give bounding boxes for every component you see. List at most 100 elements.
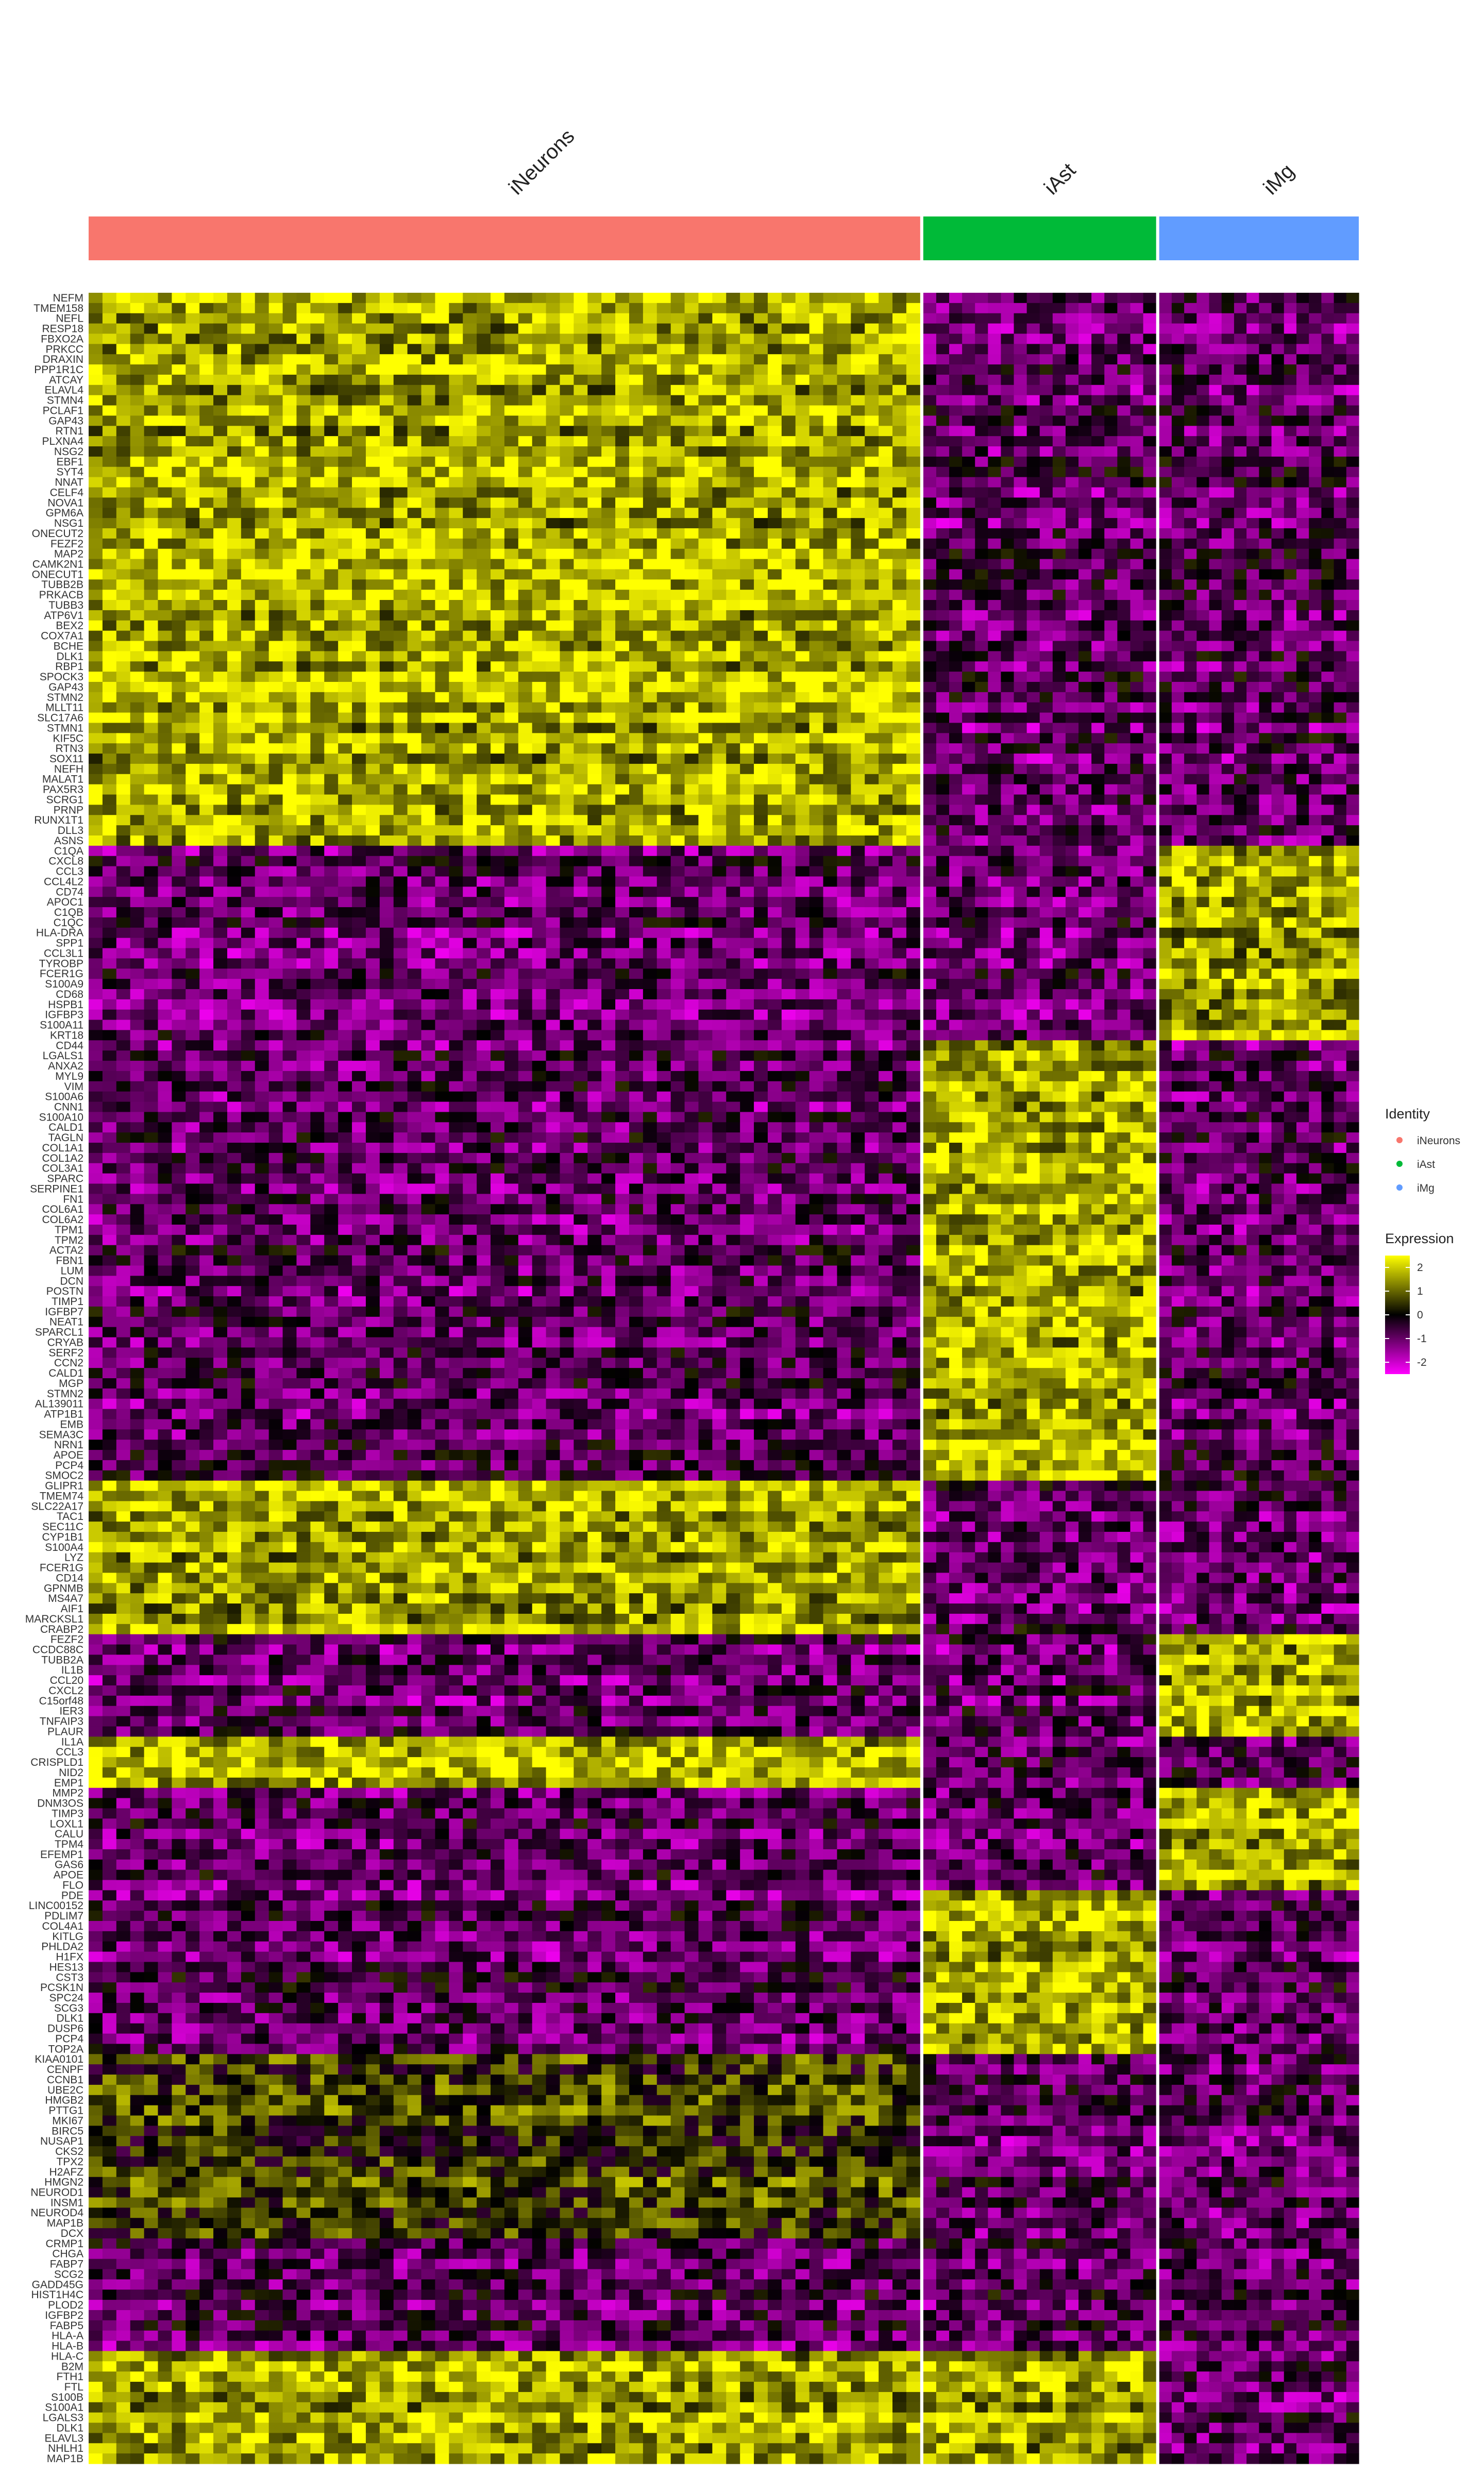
- heat-cell: [698, 712, 713, 724]
- heat-cell: [102, 344, 117, 355]
- heat-cell: [504, 774, 519, 785]
- heat-cell: [227, 754, 242, 764]
- heat-cell: [407, 630, 422, 642]
- heat-cell: [574, 630, 588, 642]
- heat-cell: [1196, 610, 1210, 621]
- heat-cell: [823, 743, 838, 754]
- heat-cell: [449, 344, 463, 355]
- heat-cell: [1334, 303, 1347, 314]
- heat-cell: [1039, 405, 1053, 416]
- heat-cell: [463, 323, 477, 335]
- heat-cell: [310, 805, 325, 815]
- heat-cell: [656, 405, 671, 416]
- heat-cell: [837, 487, 851, 498]
- heat-cell: [615, 763, 630, 775]
- heat-cell: [962, 815, 975, 826]
- heat-cell: [421, 385, 436, 396]
- heat-cell: [89, 385, 103, 396]
- heat-cell: [698, 774, 713, 785]
- heat-cell: [837, 303, 851, 314]
- heat-cell: [615, 313, 630, 324]
- heat-cell: [241, 712, 256, 724]
- heat-cell: [781, 630, 796, 642]
- heat-cell: [1196, 538, 1210, 549]
- heat-cell: [1184, 323, 1197, 335]
- heat-cell: [795, 385, 810, 396]
- heat-cell: [851, 487, 865, 498]
- heat-cell: [865, 415, 879, 426]
- heat-cell: [560, 446, 574, 457]
- heat-cell: [936, 354, 950, 365]
- heat-cell: [923, 548, 937, 560]
- heat-cell: [865, 374, 879, 386]
- heat-cell: [936, 497, 950, 508]
- heat-cell: [227, 712, 242, 724]
- heat-cell: [477, 323, 491, 335]
- heat-cell: [560, 763, 574, 775]
- heat-cell: [144, 364, 159, 375]
- heat-cell: [130, 497, 145, 508]
- heat-cell: [988, 548, 1002, 560]
- heat-cell: [158, 641, 172, 651]
- heat-cell: [726, 405, 740, 416]
- heat-cell: [393, 456, 408, 467]
- heat-cell: [1143, 395, 1157, 406]
- heat-cell: [1271, 794, 1285, 805]
- heat-cell: [324, 692, 339, 703]
- heat-cell: [923, 672, 937, 682]
- heat-cell: [255, 620, 269, 631]
- heat-cell: [781, 405, 796, 416]
- heat-cell: [102, 743, 117, 754]
- heat-cell: [379, 477, 394, 488]
- heat-cell: [560, 723, 574, 733]
- heat-cell: [421, 426, 436, 437]
- heat-cell: [1284, 497, 1297, 508]
- heat-cell: [740, 825, 754, 836]
- heat-cell: [1334, 661, 1347, 672]
- heat-cell: [1104, 559, 1118, 570]
- heat-cell: [546, 784, 561, 795]
- heat-cell: [1039, 661, 1053, 672]
- heat-cell: [324, 395, 339, 406]
- heat-cell: [518, 426, 533, 437]
- heat-cell: [379, 630, 394, 642]
- heat-cell: [435, 743, 449, 754]
- heat-cell: [1039, 559, 1053, 570]
- heat-cell: [255, 763, 269, 775]
- heat-cell: [975, 508, 988, 519]
- heat-cell: [172, 630, 186, 642]
- heat-cell: [962, 466, 975, 478]
- heat-cell: [892, 743, 907, 754]
- heat-cell: [1271, 323, 1285, 335]
- heat-cell: [629, 374, 644, 386]
- heat-cell: [379, 518, 394, 529]
- heat-cell: [643, 672, 657, 682]
- heat-cell: [1234, 354, 1247, 365]
- heat-cell: [712, 333, 727, 344]
- heat-cell: [962, 313, 975, 324]
- heat-cell: [795, 354, 810, 365]
- heat-cell: [282, 651, 297, 662]
- heat-cell: [698, 426, 713, 437]
- heat-cell: [754, 528, 768, 539]
- heat-cell: [975, 333, 988, 344]
- heat-cell: [352, 774, 366, 785]
- heat-cell: [379, 415, 394, 426]
- heat-cell: [227, 344, 242, 355]
- heat-cell: [1246, 723, 1259, 733]
- heat-cell: [923, 303, 937, 314]
- heat-cell: [449, 600, 463, 611]
- heat-cell: [310, 641, 325, 651]
- heat-cell: [1130, 293, 1144, 304]
- heat-cell: [1171, 774, 1185, 785]
- heat-cell: [1065, 702, 1079, 713]
- heat-cell: [477, 733, 491, 744]
- heat-cell: [1271, 354, 1285, 365]
- heat-cell: [255, 559, 269, 570]
- heat-cell: [670, 651, 685, 662]
- heat-cell: [975, 825, 988, 836]
- heat-cell: [1296, 641, 1309, 651]
- heat-cell: [698, 681, 713, 693]
- heat-cell: [962, 528, 975, 539]
- heat-cell: [1014, 518, 1027, 529]
